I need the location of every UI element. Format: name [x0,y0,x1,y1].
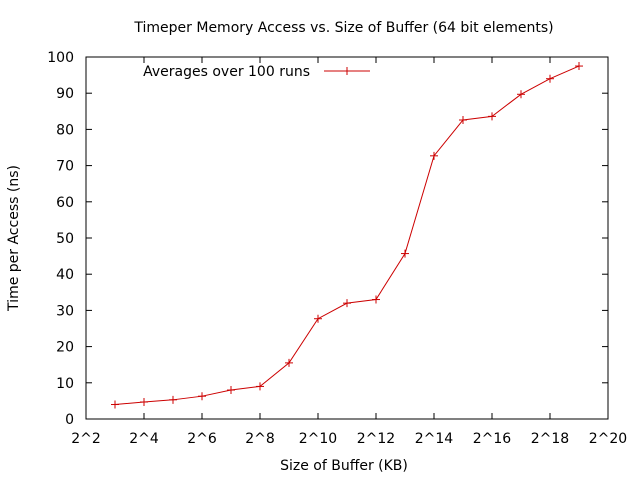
x-tick-label-4: 2^10 [299,431,337,447]
x-tick-label-3: 2^8 [245,431,275,447]
series-layer [111,62,583,409]
x-tick-label-8: 2^18 [531,431,569,447]
y-tick-label-0: 0 [65,412,74,428]
data-point-0-5 [256,382,264,391]
legend-label: Averages over 100 runs [143,64,310,80]
y-tick-label-5: 50 [56,231,74,247]
x-tick-label-1: 2^4 [129,431,159,447]
axis-ticks: 2^2 2^4 2^6 2^8 2^10 2^12 2^14 2^16 2^18 2^20 0 10 2… [47,50,627,447]
data-point-0-7 [314,314,322,323]
series-line-0 [114,65,580,406]
plot-frame [85,56,609,420]
data-point-0-13 [488,112,496,121]
legend-marker [343,67,351,75]
x-tick-label-5: 2^12 [357,431,395,447]
data-point-0-11 [430,151,438,160]
chart-title: Timeper Memory Access vs. Size of Buffer… [133,20,553,36]
y-tick-label-9: 90 [56,86,74,102]
y-tick-label-4: 40 [56,267,74,283]
data-point-0-2 [169,395,177,404]
data-point-0-3 [198,392,206,401]
legend-marker-plus [343,67,351,75]
data-point-0-1 [140,397,148,406]
y-tick-label-7: 70 [56,159,74,175]
x-tick-label-7: 2^16 [473,431,512,447]
legend: Averages over 100 runs [143,64,370,80]
data-point-0-9 [372,295,380,304]
y-tick-label-3: 30 [56,303,74,319]
x-tick-label-9: 2^20 [589,431,627,447]
x-tick-label-6: 2^14 [415,431,454,447]
y-tick-label-2: 20 [56,340,74,356]
data-point-0-0 [111,400,119,409]
y-tick-label-1: 10 [56,376,74,392]
x-axis-label: Size of Buffer (KB) [280,458,408,474]
x-tick-label-2: 2^6 [187,431,217,447]
data-point-0-14 [517,90,525,99]
y-tick-label-6: 60 [56,195,74,211]
y-tick-label-8: 80 [56,122,74,138]
data-point-0-16 [575,62,583,71]
y-tick-label-10: 100 [47,50,74,66]
x-tick-label-0: 2^2 [71,431,101,447]
data-point-0-10 [401,249,409,258]
data-point-0-12 [459,115,467,124]
data-point-0-8 [343,299,351,308]
data-point-0-4 [227,386,235,395]
data-point-0-6 [285,358,293,367]
data-point-0-15 [546,74,554,83]
y-axis-label: Time per Access (ns) [6,165,22,312]
